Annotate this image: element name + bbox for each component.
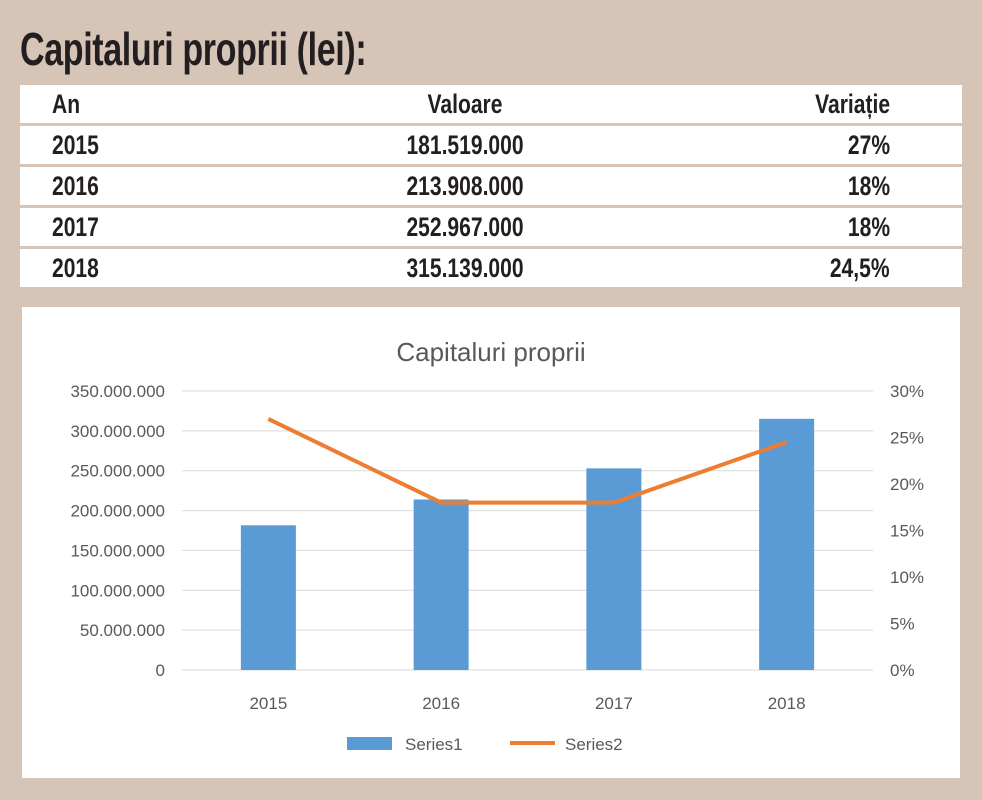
cell-variation: 18% — [847, 171, 890, 201]
table-row: 2018 315.139.000 24,5% — [20, 249, 962, 287]
y-tick-label: 300.000.000 — [70, 422, 165, 441]
chart-title: Capitaluri proprii — [396, 337, 585, 367]
cell-variation: 24,5% — [830, 253, 890, 283]
y2-tick-label: 15% — [890, 522, 924, 541]
y2-tick-label: 25% — [890, 429, 924, 448]
cell-value: 252.967.000 — [406, 212, 524, 242]
x-tick-label: 2016 — [422, 694, 460, 713]
header-an: An — [52, 89, 81, 119]
y2-tick-label: 0% — [890, 661, 915, 680]
legend-series1-swatch — [347, 737, 392, 750]
y-tick-label: 150.000.000 — [70, 541, 165, 560]
bar-2017 — [586, 468, 642, 670]
cell-year: 2017 — [52, 212, 99, 242]
y-tick-label: 100.000.000 — [70, 581, 165, 600]
legend-series2-label: Series2 — [565, 735, 623, 754]
cell-variation: 18% — [847, 212, 890, 242]
y-tick-label: 50.000.000 — [80, 621, 165, 640]
y2-tick-label: 20% — [890, 475, 924, 494]
cell-value: 181.519.000 — [406, 130, 524, 160]
bar-2018 — [759, 418, 815, 670]
page-title: Capitaluri proprii (lei): — [20, 23, 367, 75]
y-tick-label: 250.000.000 — [70, 462, 165, 481]
cell-value: 315.139.000 — [406, 253, 524, 283]
bar-2015 — [240, 525, 296, 670]
y-tick-label: 350.000.000 — [70, 382, 165, 401]
bar-2016 — [413, 499, 469, 670]
legend-series1-label: Series1 — [405, 735, 463, 754]
x-tick-label: 2018 — [768, 694, 806, 713]
cell-value: 213.908.000 — [406, 171, 524, 201]
y2-tick-label: 30% — [890, 382, 924, 401]
x-tick-label: 2017 — [595, 694, 633, 713]
series2-line — [267, 417, 788, 505]
table-row: 2016 213.908.000 18% — [20, 167, 962, 205]
cell-year: 2015 — [52, 130, 99, 160]
cell-year: 2018 — [52, 253, 99, 283]
table-header-row: An Valoare Variație — [20, 85, 962, 123]
chart-panel: Capitaluri proprii 0 50.000.000 100.000.000… — [22, 307, 960, 778]
y-tick-label: 0 — [156, 661, 165, 680]
combo-chart: Capitaluri proprii 0 50.000.000 100.000.000… — [70, 337, 924, 754]
table-row: 2017 252.967.000 18% — [20, 208, 962, 246]
x-tick-label: 2015 — [249, 694, 287, 713]
data-table: An Valoare Variație 2015 181.519.000 27%… — [20, 85, 962, 290]
cell-variation: 27% — [847, 130, 890, 160]
header-variatie: Variație — [815, 89, 890, 119]
table-row: 2015 181.519.000 27% — [20, 126, 962, 164]
cell-year: 2016 — [52, 171, 99, 201]
header-valoare: Valoare — [427, 89, 503, 119]
y-tick-label: 200.000.000 — [70, 502, 165, 521]
y2-tick-label: 5% — [890, 615, 915, 634]
y2-tick-label: 10% — [890, 568, 924, 587]
